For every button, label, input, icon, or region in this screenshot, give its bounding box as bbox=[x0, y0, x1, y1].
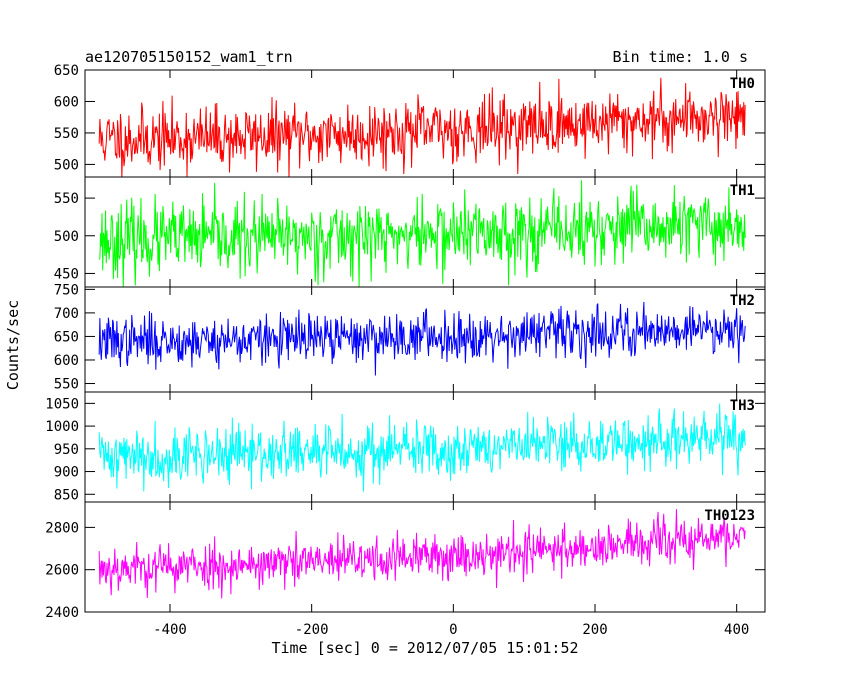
y-tick-label: 2800 bbox=[45, 520, 79, 536]
y-axis-title: Counts/sec bbox=[4, 300, 22, 390]
panel-th0123: 2400 2600 2800 TH0123 bbox=[45, 501, 766, 621]
panel-label-th0: TH0 bbox=[730, 76, 755, 92]
y-tick-label: 500 bbox=[54, 157, 79, 173]
y-tick-label: 600 bbox=[54, 94, 79, 110]
panel-label-th1: TH1 bbox=[730, 183, 755, 199]
panel-th2: 550 600 650 700 750 TH2 bbox=[54, 282, 766, 393]
y-tick-label: 900 bbox=[54, 465, 79, 481]
y-tick-label: 850 bbox=[54, 487, 79, 503]
y-tick-label: 500 bbox=[54, 229, 79, 245]
series-line-th0 bbox=[98, 77, 746, 177]
bin-time-label: Bin time: 1.0 s bbox=[613, 48, 748, 66]
panel-th0: 500 550 600 650 TH0 bbox=[54, 63, 766, 178]
y-tick-label: 600 bbox=[54, 353, 79, 369]
y-tick-label: 550 bbox=[54, 126, 79, 142]
series-line-th2 bbox=[98, 302, 746, 376]
panel-frame bbox=[84, 501, 766, 613]
y-tick-label: 1050 bbox=[45, 396, 79, 412]
x-tick-label: -400 bbox=[153, 622, 187, 638]
x-tick-label: 400 bbox=[724, 622, 749, 638]
y-tick-label: 700 bbox=[54, 306, 79, 322]
panels-group: 500 550 600 650 TH0 450 500 550 TH1 550 600 650 700 7… bbox=[45, 63, 766, 638]
panel-th3: 850 900 950 1000 1050 TH3 bbox=[45, 391, 766, 503]
y-tick-label: 1000 bbox=[45, 419, 79, 435]
y-tick-label: 950 bbox=[54, 442, 79, 458]
panel-label-th3: TH3 bbox=[730, 398, 755, 414]
y-tick-label: 650 bbox=[54, 63, 79, 79]
panel-th1: 450 500 550 TH1 bbox=[54, 176, 766, 288]
x-tick-label: -200 bbox=[295, 622, 329, 638]
y-tick-label: 2600 bbox=[45, 563, 79, 579]
series-line-th1 bbox=[98, 180, 746, 287]
y-tick-label: 550 bbox=[54, 377, 79, 393]
series-line-th3 bbox=[98, 403, 746, 492]
y-tick-label: 750 bbox=[54, 282, 79, 298]
panel-label-th2: TH2 bbox=[730, 293, 755, 309]
x-tick-label: 0 bbox=[449, 622, 457, 638]
y-tick-label: 450 bbox=[54, 266, 79, 282]
y-tick-label: 550 bbox=[54, 191, 79, 207]
x-tick-label: 200 bbox=[582, 622, 607, 638]
y-tick-label: 2400 bbox=[45, 605, 79, 621]
chart-title: ae120705150152_wam1_trn bbox=[85, 48, 293, 66]
y-tick-label: 650 bbox=[54, 329, 79, 345]
x-axis-title: Time [sec] 0 = 2012/07/05 15:01:52 bbox=[271, 639, 578, 657]
series-line-th0123 bbox=[98, 509, 746, 599]
panel-label-th0123: TH0123 bbox=[704, 508, 755, 524]
